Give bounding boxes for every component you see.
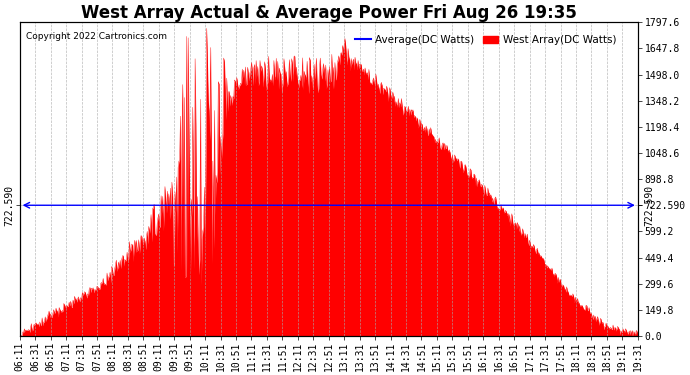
Text: Copyright 2022 Cartronics.com: Copyright 2022 Cartronics.com xyxy=(26,32,167,41)
Title: West Array Actual & Average Power Fri Aug 26 19:35: West Array Actual & Average Power Fri Au… xyxy=(81,4,577,22)
Legend: Average(DC Watts), West Array(DC Watts): Average(DC Watts), West Array(DC Watts) xyxy=(351,31,620,49)
